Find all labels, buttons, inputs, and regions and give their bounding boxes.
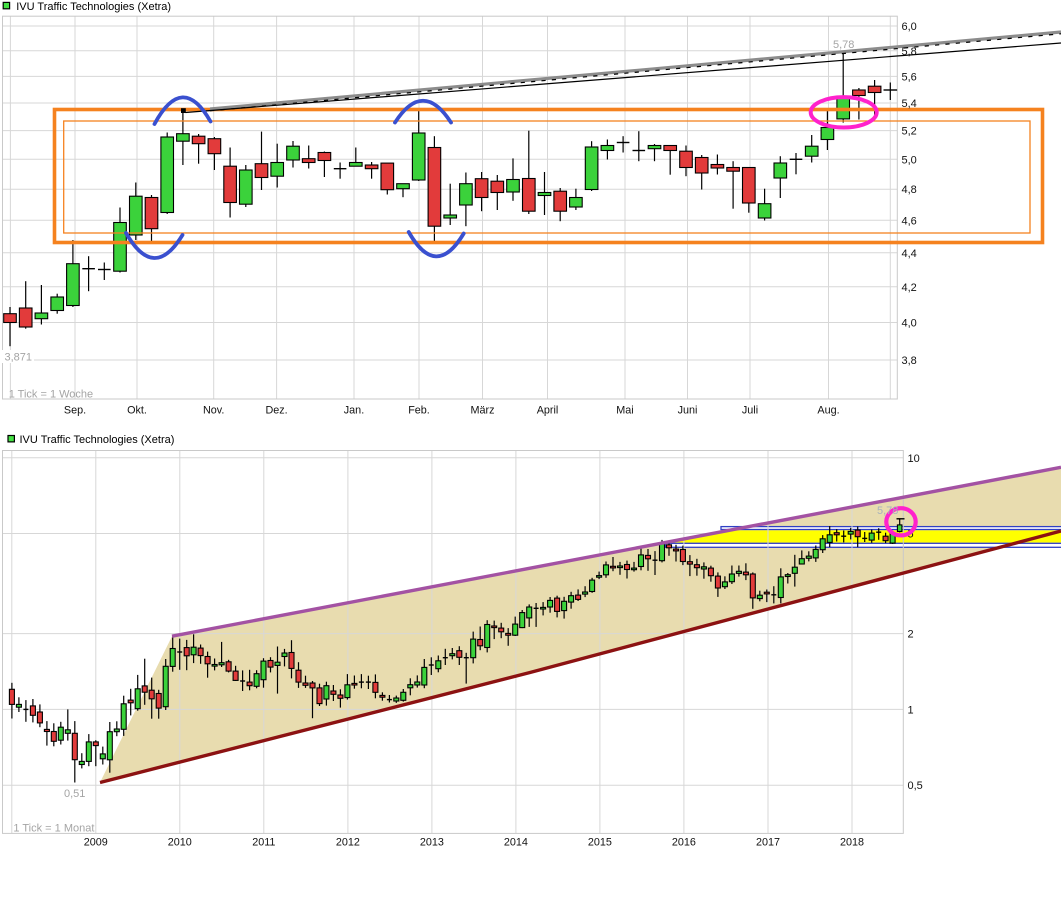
svg-text:5,4: 5,4 xyxy=(902,98,917,110)
svg-text:IVU Traffic Technologies (Xetr: IVU Traffic Technologies (Xetra) xyxy=(20,434,175,446)
svg-text:Juni: Juni xyxy=(678,405,698,417)
svg-text:2010: 2010 xyxy=(168,837,192,849)
svg-text:Okt.: Okt. xyxy=(127,405,147,417)
svg-text:2014: 2014 xyxy=(504,837,528,849)
svg-text:2: 2 xyxy=(908,629,914,641)
svg-text:März: März xyxy=(471,405,495,417)
svg-text:Nov.: Nov. xyxy=(203,405,224,417)
svg-text:2015: 2015 xyxy=(588,837,612,849)
svg-text:3,871: 3,871 xyxy=(5,352,33,364)
svg-text:4,4: 4,4 xyxy=(902,248,917,260)
svg-text:5,2: 5,2 xyxy=(902,126,917,138)
svg-text:Feb.: Feb. xyxy=(408,405,430,417)
svg-text:Dez.: Dez. xyxy=(265,405,287,417)
svg-text:1 Tick = 1 Woche: 1 Tick = 1 Woche xyxy=(9,389,93,401)
svg-text:2018: 2018 xyxy=(840,837,864,849)
svg-text:Mai: Mai xyxy=(616,405,633,417)
svg-text:5,0: 5,0 xyxy=(902,154,917,166)
svg-text:5,6: 5,6 xyxy=(902,71,917,83)
svg-text:IVU Traffic Technologies (Xetr: IVU Traffic Technologies (Xetra) xyxy=(16,1,171,13)
svg-text:April: April xyxy=(537,405,559,417)
svg-text:4,8: 4,8 xyxy=(902,184,917,196)
svg-text:0,5: 0,5 xyxy=(908,780,923,792)
svg-text:Jan.: Jan. xyxy=(344,405,364,417)
svg-text:Aug.: Aug. xyxy=(817,405,839,417)
svg-text:2009: 2009 xyxy=(84,837,108,849)
svg-text:4,0: 4,0 xyxy=(902,318,917,330)
svg-text:2017: 2017 xyxy=(756,837,780,849)
svg-text:2016: 2016 xyxy=(672,837,696,849)
svg-text:Sep.: Sep. xyxy=(64,405,86,417)
svg-text:6,0: 6,0 xyxy=(902,21,917,33)
svg-text:10: 10 xyxy=(908,453,920,465)
svg-text:5,78: 5,78 xyxy=(833,39,854,51)
svg-text:5,8: 5,8 xyxy=(902,46,917,58)
svg-text:2011: 2011 xyxy=(252,837,275,849)
svg-text:1: 1 xyxy=(908,704,914,716)
svg-text:2012: 2012 xyxy=(336,837,360,849)
svg-text:4,6: 4,6 xyxy=(902,215,917,227)
svg-text:1 Tick = 1 Monat: 1 Tick = 1 Monat xyxy=(13,823,94,835)
svg-text:4,2: 4,2 xyxy=(902,282,917,294)
svg-text:2013: 2013 xyxy=(420,837,444,849)
svg-text:0,51: 0,51 xyxy=(64,788,85,800)
svg-text:5,78: 5,78 xyxy=(877,505,898,517)
svg-text:Juli: Juli xyxy=(742,405,758,417)
svg-text:3,8: 3,8 xyxy=(902,355,917,367)
